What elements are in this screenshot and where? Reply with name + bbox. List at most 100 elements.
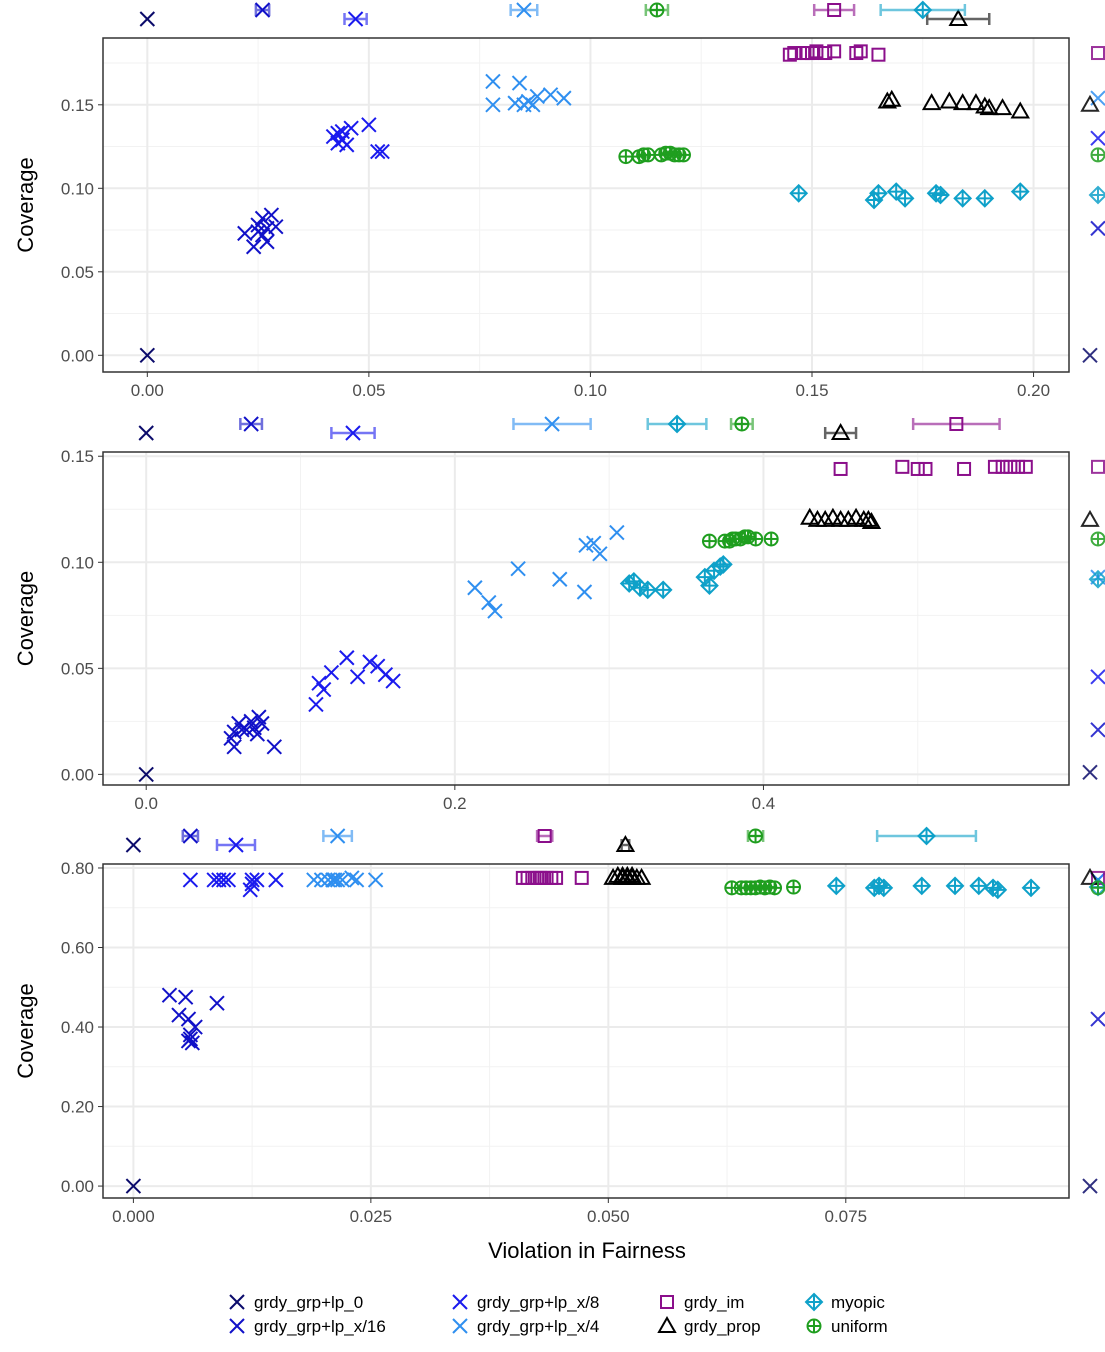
y-tick-label: 0.20 (61, 1098, 94, 1117)
y-tick-label: 0.15 (61, 447, 94, 466)
point-myopic (945, 876, 965, 896)
y-tick-label: 0.80 (61, 859, 94, 878)
x-summary-grdy_im (827, 3, 842, 17)
x-summary-grdy_grp+lp_x/16 (182, 828, 199, 844)
point-grdy_im (957, 461, 972, 476)
point-grdy_prop (858, 509, 879, 527)
x-tick-label: 0.00 (131, 381, 164, 400)
data-points (139, 44, 1030, 364)
point-grdy_im (853, 44, 868, 59)
point-grdy_grp+lp_x/8 (374, 143, 390, 160)
point-grdy_im (918, 461, 933, 476)
y-summary-grdy_grp+lp_0 (1082, 347, 1098, 364)
point-myopic (653, 580, 673, 600)
point-uniform (675, 147, 691, 163)
point-grdy_prop (921, 93, 942, 111)
point-grdy_im (804, 46, 819, 61)
y-summary-uniform (1090, 880, 1105, 896)
point-grdy_grp+lp_x/16 (266, 739, 282, 755)
point-grdy_grp+lp_x/4 (586, 535, 602, 551)
point-grdy_grp+lp_x/16 (250, 224, 266, 240)
y-summary-myopic (1088, 185, 1105, 205)
point-grdy_grp+lp_x/4 (487, 603, 503, 619)
point-grdy_grp+lp_x/4 (511, 75, 528, 91)
point-grdy_im (871, 47, 886, 62)
legend-item: myopic (804, 1292, 885, 1312)
plot-area (103, 452, 1069, 785)
point-grdy_grp+lp_x/16 (226, 724, 242, 740)
point-grdy_im (1003, 459, 1018, 474)
point-grdy_grp+lp_x/16 (161, 987, 178, 1003)
point-uniform (767, 880, 783, 896)
point-uniform (618, 149, 634, 165)
legend-key (452, 1318, 468, 1334)
point-grdy_grp+lp_x/4 (552, 571, 568, 587)
legend-item: uniform (806, 1317, 888, 1336)
y-tick-label: 0.05 (61, 263, 94, 282)
x-tick-label: 0.05 (352, 381, 385, 400)
point-grdy_grp+lp_x/8 (323, 664, 340, 681)
x-summary-grdy_grp+lp_0 (139, 11, 156, 27)
point-myopic (931, 185, 950, 205)
legend-item: grdy_im (660, 1293, 744, 1312)
y-summary-grdy_grp+lp_x/16 (1090, 722, 1105, 738)
point-uniform (763, 531, 779, 547)
point-uniform (701, 533, 717, 549)
y-summary-grdy_grp+lp_x/16 (1090, 1011, 1105, 1027)
x-tick-label: 0.075 (825, 1207, 868, 1226)
point-grdy_grp+lp_x/4 (467, 580, 483, 596)
point-grdy_grp+lp_x/8 (268, 872, 284, 888)
point-grdy_grp+lp_x/16 (250, 217, 266, 233)
panel-border (102, 451, 1070, 786)
x-tick-label: 0.10 (574, 381, 607, 400)
x-summary-uniform (649, 2, 665, 18)
point-grdy_grp+lp_x/16 (226, 739, 242, 755)
x-summary-uniform (734, 416, 750, 432)
panel-3: 0.000 0.025 0.050 0.075 0.00 0.20 0.40 0.60 0.80… (13, 826, 1105, 1226)
point-uniform (786, 879, 802, 895)
x-errorbar-grdy_im (911, 418, 1001, 430)
y-tick-label: 0.05 (61, 659, 94, 678)
point-grdy_grp+lp_x/16 (249, 726, 266, 742)
point-grdy_grp+lp_x/8 (339, 650, 355, 666)
point-grdy_im (787, 46, 802, 61)
legend-label: grdy_grp+lp_0 (254, 1293, 363, 1312)
x-summary-grdy_grp+lp_0 (125, 837, 142, 853)
point-grdy_prop (612, 865, 633, 883)
x-tick-label: 0.025 (350, 1207, 393, 1226)
legend-key (804, 1292, 824, 1312)
point-grdy_grp+lp_x/16 (263, 207, 280, 223)
point-myopic (886, 182, 906, 202)
x-summary-myopic (913, 0, 933, 20)
point-grdy_im (995, 459, 1010, 474)
x-summary-strip (125, 826, 978, 853)
x-tick-label: 0.000 (112, 1207, 155, 1226)
point-grdy_grp+lp_x/8 (315, 681, 332, 698)
point-myopic (912, 876, 932, 896)
x-summary-myopic (667, 414, 687, 434)
x-tick-label: 0.2 (443, 794, 467, 813)
point-grdy_im (987, 459, 1002, 474)
panel-border (102, 863, 1070, 1199)
point-grdy_im (1018, 459, 1033, 474)
legend-label: grdy_grp+lp_x/4 (477, 1317, 599, 1336)
point-grdy_grp+lp_x/4 (367, 872, 384, 888)
y-axis-title: Coverage (13, 571, 38, 666)
legend-key (806, 1318, 822, 1334)
point-grdy_grp+lp_x/4 (329, 872, 346, 888)
point-grdy_prop (952, 93, 973, 111)
x-errorbar-grdy_prop (925, 13, 991, 25)
y-summary-uniform (1090, 531, 1105, 547)
panel-border (102, 37, 1070, 373)
point-uniform (740, 529, 756, 545)
point-grdy_im (574, 870, 589, 885)
point-grdy_im (895, 459, 910, 474)
y-tick-label: 0.15 (61, 96, 94, 115)
point-grdy_grp+lp_x/16 (177, 989, 194, 1005)
point-grdy_prop (838, 509, 859, 527)
x-summary-grdy_grp+lp_x/4 (516, 2, 532, 18)
point-grdy_grp+lp_x/16 (180, 1033, 197, 1049)
x-tick-label: 0.050 (587, 1207, 630, 1226)
panel-2: 0.0 0.2 0.4 0.00 0.05 0.10 0.15 Coverage (13, 414, 1105, 813)
legend-key (229, 1318, 245, 1334)
